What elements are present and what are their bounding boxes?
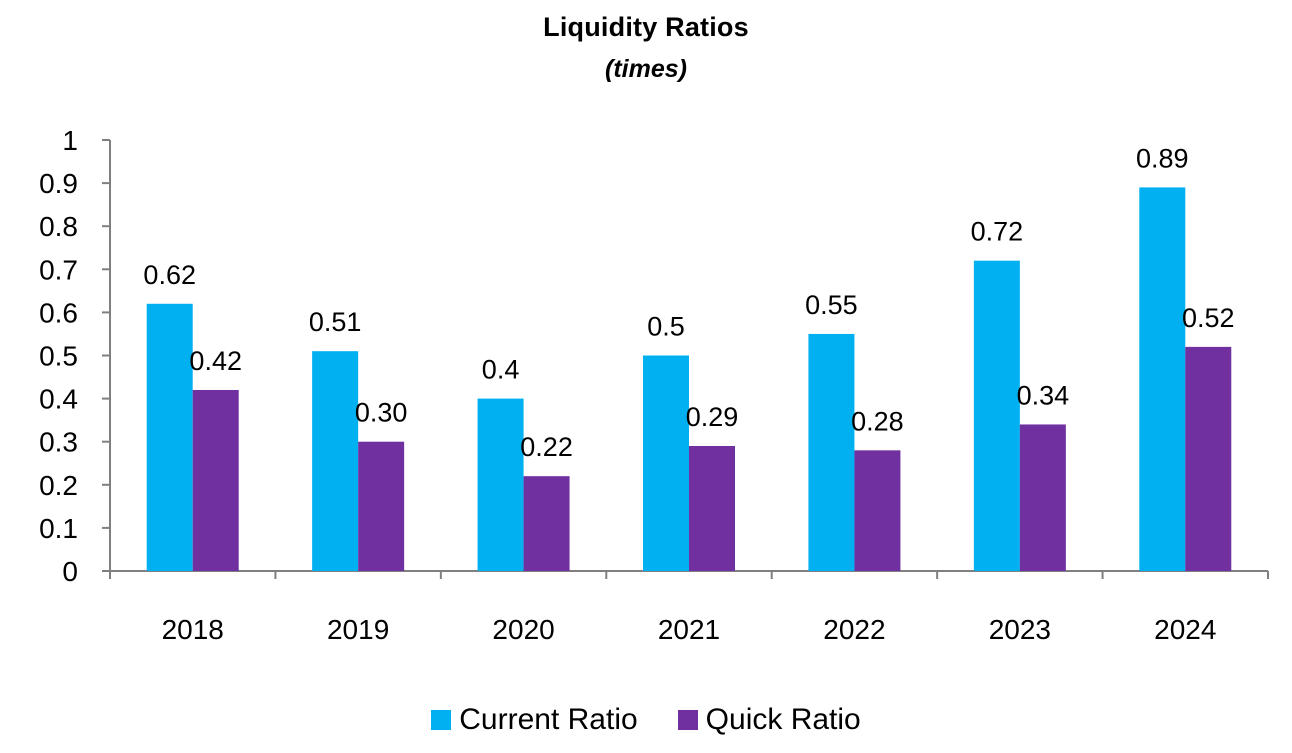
legend-swatch-quick-ratio (677, 710, 698, 730)
data-label-current-ratio: 0.51 (309, 307, 362, 337)
legend-item-current-ratio: Current Ratio (431, 703, 638, 737)
data-label-current-ratio: 0.62 (143, 260, 196, 290)
y-tick-label: 0.8 (39, 211, 78, 242)
chart-legend: Current Ratio Quick Ratio (0, 698, 1292, 742)
x-tick-label: 2018 (162, 614, 224, 645)
legend-swatch-current-ratio (431, 710, 452, 730)
bar-quick-ratio (1185, 346, 1232, 571)
data-label-quick-ratio: 0.30 (355, 398, 408, 428)
data-label-current-ratio: 0.5 (647, 312, 685, 342)
x-tick-label: 2024 (1154, 614, 1216, 645)
y-tick-label: 0.2 (39, 470, 78, 501)
x-tick-label: 2020 (492, 614, 554, 645)
y-tick-label: 0.6 (39, 297, 78, 328)
bar-quick-ratio (689, 446, 735, 571)
y-tick-label: 0.4 (39, 384, 78, 415)
chart-title: Liquidity Ratios (543, 12, 749, 42)
legend-item-quick-ratio: Quick Ratio (677, 703, 861, 737)
data-label-quick-ratio: 0.52 (1182, 303, 1235, 333)
y-tick-label: 0.7 (39, 254, 78, 285)
x-tick-label: 2021 (658, 614, 720, 645)
data-label-quick-ratio: 0.42 (189, 346, 242, 376)
bar-current-ratio (146, 303, 193, 571)
data-label-quick-ratio: 0.28 (851, 406, 904, 436)
x-tick-label: 2019 (327, 614, 389, 645)
y-tick-label: 0.1 (39, 513, 78, 544)
legend-label-quick-ratio: Quick Ratio (705, 703, 861, 736)
y-tick-label: 1 (62, 125, 78, 156)
data-label-quick-ratio: 0.22 (520, 432, 573, 462)
data-label-current-ratio: 0.55 (805, 290, 858, 320)
bar-current-ratio (1139, 187, 1186, 571)
y-tick-label: 0 (62, 556, 78, 587)
bar-current-ratio (808, 333, 855, 571)
data-label-current-ratio: 0.4 (482, 355, 520, 385)
y-tick-label: 0.9 (39, 168, 78, 199)
bar-current-ratio (643, 355, 689, 571)
bar-current-ratio (477, 398, 524, 571)
bar-quick-ratio (854, 450, 901, 571)
x-tick-label: 2022 (823, 614, 885, 645)
data-label-current-ratio: 0.72 (971, 217, 1024, 247)
data-label-quick-ratio: 0.29 (686, 402, 739, 432)
y-tick-label: 0.3 (39, 427, 78, 458)
bar-quick-ratio (523, 476, 570, 571)
bar-current-ratio (973, 260, 1020, 571)
bar-quick-ratio (358, 441, 405, 571)
data-label-quick-ratio: 0.34 (1017, 380, 1070, 410)
bar-current-ratio (312, 351, 359, 571)
legend-label-current-ratio: Current Ratio (459, 703, 638, 736)
data-label-current-ratio: 0.89 (1136, 143, 1189, 173)
y-tick-label: 0.5 (39, 341, 78, 372)
x-tick-label: 2023 (989, 614, 1051, 645)
chart-subtitle: (times) (605, 55, 687, 83)
bar-quick-ratio (1019, 424, 1066, 571)
bar-quick-ratio (192, 389, 239, 571)
